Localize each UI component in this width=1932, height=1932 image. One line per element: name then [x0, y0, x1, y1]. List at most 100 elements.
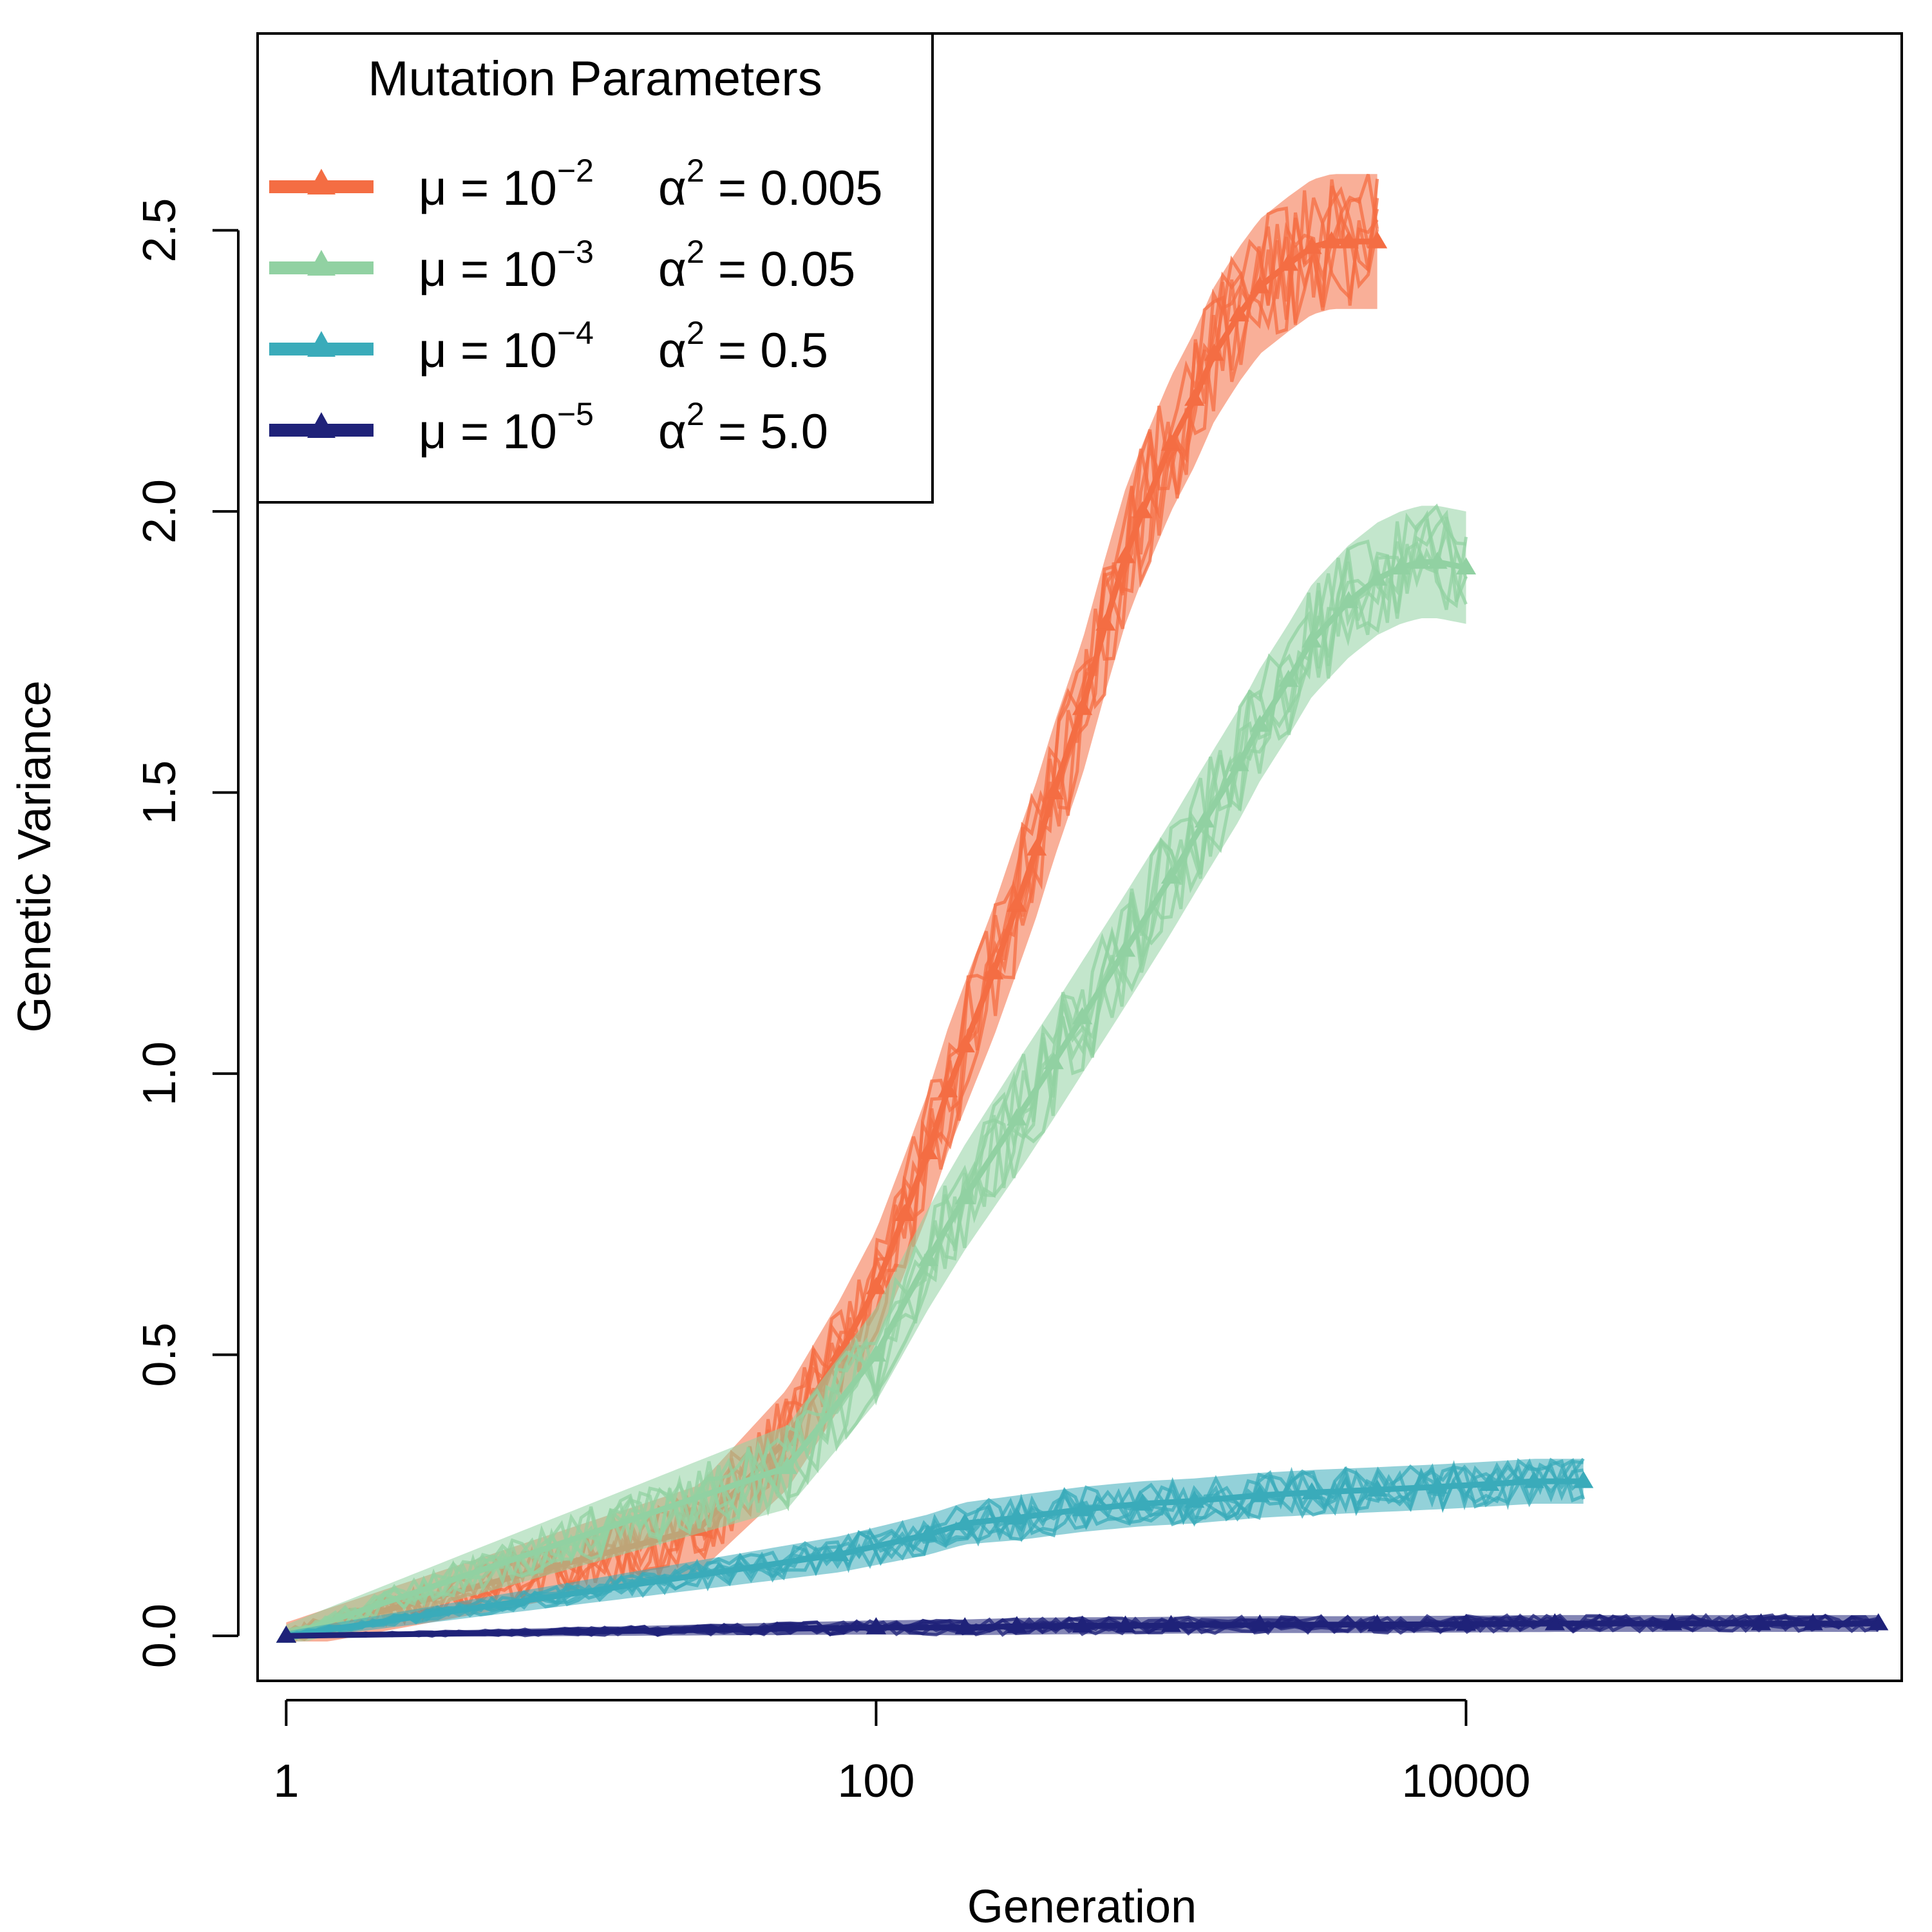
series-point: [954, 1187, 975, 1204]
series-point: [1115, 1615, 1136, 1633]
series-point: [1803, 1613, 1823, 1631]
x-tick-label: 1: [273, 1756, 299, 1807]
legend-swatch-marker: [307, 169, 336, 194]
series-point: [1524, 1471, 1544, 1488]
series-point: [1427, 551, 1448, 569]
series-point: [1184, 1490, 1205, 1508]
series-point: [829, 1544, 849, 1562]
legend-entries: μ = 10−2 α2 = 0.005 μ = 10−3 α2 = 0.05 μ = 1…: [269, 153, 883, 459]
plot-frame: [256, 32, 1903, 1682]
series-point: [1195, 810, 1215, 828]
series-point: [1302, 630, 1322, 648]
series-point: [983, 962, 1004, 980]
y-tick-label: 0.5: [134, 1323, 185, 1387]
series-point: [1367, 568, 1388, 586]
series-point: [1249, 1614, 1270, 1632]
y-tick-label: 0.0: [134, 1604, 185, 1668]
x-axis-label: Generation: [967, 1881, 1197, 1932]
series-point: [1072, 697, 1093, 715]
series-point: [1007, 1616, 1027, 1633]
series-point: [1072, 1615, 1093, 1633]
y-tick-label: 2.5: [134, 198, 185, 263]
series-point: [954, 1035, 975, 1053]
series-point: [954, 1513, 975, 1531]
series-point: [1479, 1473, 1500, 1492]
series-point: [866, 1276, 887, 1294]
series-2: [276, 503, 1477, 1643]
series-point: [1160, 433, 1182, 451]
series-point: [1132, 1493, 1153, 1511]
legend-label: μ = 10−3 α2 = 0.05: [419, 234, 855, 297]
series-point: [1160, 1615, 1182, 1633]
series-point: [1160, 866, 1182, 884]
series-point: [1095, 613, 1116, 631]
series-point: [866, 1344, 887, 1362]
legend-label: μ = 10−5 α2 = 5.0: [419, 396, 828, 459]
series-point: [1321, 231, 1342, 249]
series-point: [1043, 782, 1064, 800]
series-point: [1662, 1613, 1683, 1631]
series-point: [866, 1617, 887, 1634]
series-point: [1455, 557, 1477, 574]
series-point: [1249, 1484, 1270, 1502]
series-point: [1229, 304, 1249, 322]
series-point: [1249, 714, 1270, 732]
series-point: [1410, 551, 1431, 569]
series-point: [1184, 388, 1205, 406]
series-point: [954, 1617, 975, 1634]
series-band: [286, 1459, 1584, 1641]
series-point: [1043, 1052, 1064, 1070]
legend-entry: μ = 10−2 α2 = 0.005: [269, 153, 883, 216]
series-point: [1229, 753, 1249, 772]
legend-entry: μ = 10−3 α2 = 0.05: [269, 234, 855, 297]
series-point: [1302, 1482, 1322, 1500]
legend: Mutation Parameters μ = 10−2 α2 = 0.005μ …: [256, 32, 934, 504]
y-axis: 0.0 0.5 1.0 1.5 2.0 2.5: [134, 198, 240, 1668]
series-point: [276, 1625, 297, 1643]
y-tick-label: 1.0: [134, 1041, 185, 1106]
series-point: [1115, 545, 1136, 564]
x-tick-label: 10000: [1401, 1756, 1530, 1807]
legend-swatch-marker: [307, 250, 336, 276]
y-axis-label: Genetic Variance: [9, 681, 61, 1033]
legend-swatch-marker: [307, 331, 336, 357]
series-point: [1007, 1108, 1027, 1126]
legend-title: Mutation Parameters: [368, 52, 822, 106]
x-tick-label: 100: [837, 1756, 914, 1807]
series-point: [777, 1457, 798, 1474]
series-point: [1338, 591, 1359, 609]
x-axis: 1 100 10000: [273, 1699, 1531, 1807]
series-point: [1367, 1479, 1388, 1497]
series-point: [1072, 1499, 1093, 1517]
legend-label: μ = 10−2 α2 = 0.005: [419, 153, 883, 216]
y-tick-label: 1.5: [134, 761, 185, 825]
y-tick-label: 2.0: [134, 479, 185, 544]
legend-label: μ = 10−4 α2 = 0.5: [419, 315, 828, 378]
series-point: [1750, 1613, 1772, 1631]
series-point: [1249, 276, 1270, 294]
series-point: [1278, 253, 1299, 271]
series-point: [1072, 1007, 1093, 1025]
series-point: [1026, 838, 1047, 856]
series-point: [938, 1080, 958, 1097]
series-point: [1455, 1613, 1477, 1631]
series-replicate-line: [286, 503, 1466, 1637]
series-point: [1132, 501, 1153, 518]
series-point: [1367, 231, 1388, 249]
series-layer: [276, 174, 1889, 1643]
series-point: [1007, 1507, 1027, 1525]
series-point: [918, 1524, 938, 1542]
series-point: [1544, 1613, 1565, 1631]
series-point: [1573, 1471, 1594, 1488]
series-point: [1115, 940, 1136, 957]
series-point: [1390, 557, 1411, 574]
legend-entry: μ = 10−4 α2 = 0.5: [269, 315, 828, 378]
series-point: [918, 1249, 938, 1266]
series-point: [1367, 1614, 1388, 1632]
series-point: [918, 1142, 938, 1159]
series-point: [1278, 670, 1299, 687]
series-point: [1204, 343, 1224, 361]
series-point: [1302, 236, 1322, 254]
series-point: [895, 1204, 915, 1221]
